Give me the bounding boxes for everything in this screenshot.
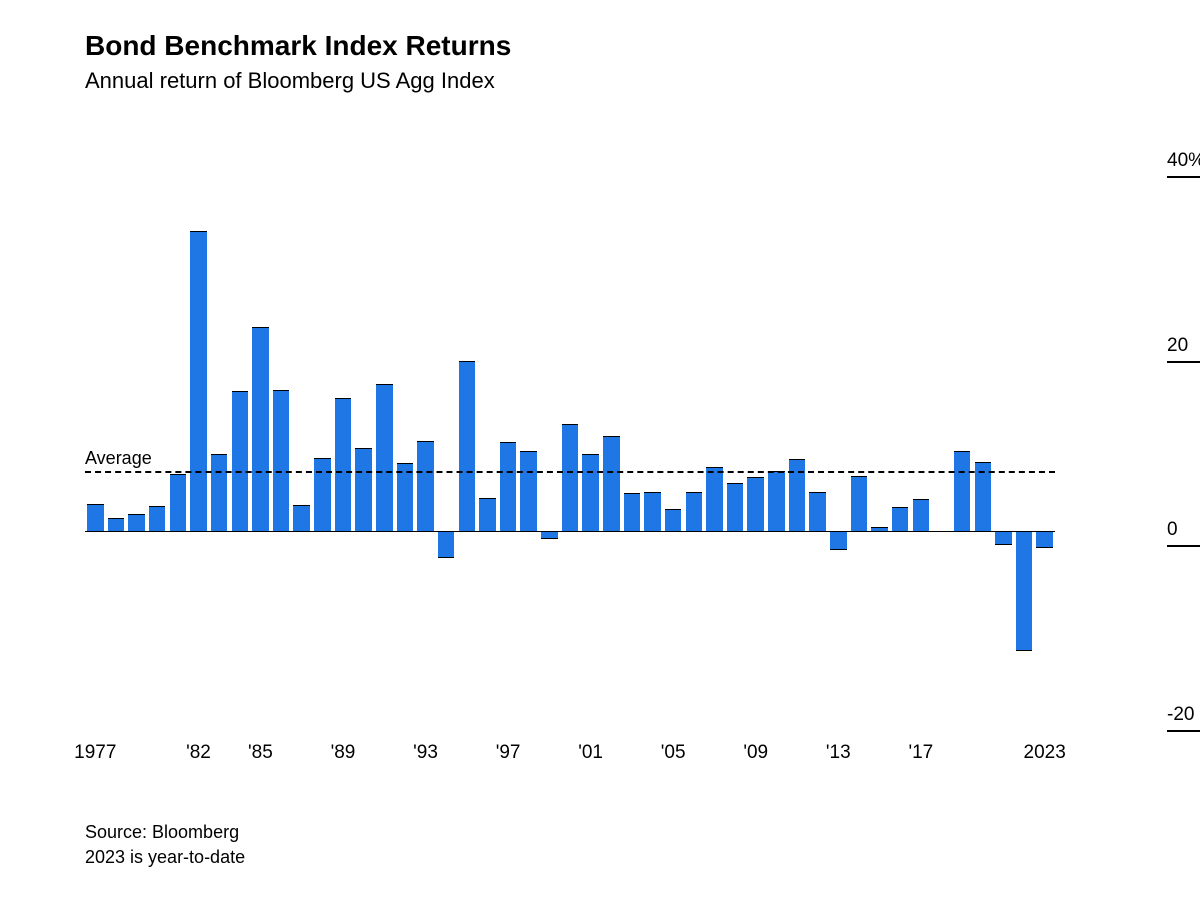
bar [1016, 531, 1033, 651]
bar [706, 467, 723, 532]
x-tick-label: '97 [496, 742, 521, 764]
x-tick-label: '82 [186, 742, 211, 764]
bar [624, 493, 641, 531]
bar [665, 509, 682, 531]
bar [562, 424, 579, 531]
bar [644, 492, 661, 532]
bar [128, 514, 145, 532]
chart-subtitle: Annual return of Bloomberg US Agg Index [85, 68, 1140, 94]
bar [954, 451, 971, 531]
y-axis-labels: 40% 20 0 -20 [1145, 144, 1200, 734]
bar [438, 531, 455, 558]
bar [170, 474, 187, 531]
x-tick-label: '01 [578, 742, 603, 764]
bar [108, 518, 125, 531]
bar [479, 498, 496, 531]
y-tick-label: -20 [1167, 704, 1200, 732]
bar [520, 451, 537, 531]
bar [603, 436, 620, 531]
chart-area: Average 40%200-20 1977'82'85'89'93'97'01… [85, 144, 1135, 764]
bar [727, 483, 744, 531]
bar [582, 454, 599, 531]
bar [768, 471, 785, 531]
bar [355, 448, 372, 531]
bar [747, 477, 764, 531]
bar [211, 454, 228, 531]
bars-container [85, 144, 1055, 734]
bar [1036, 531, 1053, 548]
zero-line [85, 531, 1055, 532]
bar [335, 398, 352, 532]
bar [190, 231, 207, 532]
average-label: Average [85, 448, 152, 471]
bar [149, 506, 166, 531]
plot-area: Average [85, 144, 1055, 734]
bar [809, 492, 826, 531]
x-tick-label: '13 [826, 742, 851, 764]
bar [314, 458, 331, 531]
note-text: 2023 is year-to-date [85, 845, 245, 870]
x-tick-label: 2023 [1024, 742, 1066, 764]
y-tick-label: 0 [1167, 519, 1200, 547]
bar [252, 327, 269, 531]
bar [273, 390, 290, 531]
x-tick-label: '85 [248, 742, 273, 764]
chart-footnotes: Source: Bloomberg 2023 is year-to-date [85, 820, 245, 870]
y-tick-label: 20 [1167, 335, 1200, 363]
bar [417, 441, 434, 531]
source-text: Source: Bloomberg [85, 820, 245, 845]
x-axis-labels: 1977'82'85'89'93'97'01'05'09'13'172023 [85, 742, 1055, 772]
x-tick-label: 1977 [74, 742, 116, 764]
x-tick-label: '05 [661, 742, 686, 764]
bar [851, 476, 868, 531]
bar [830, 531, 847, 549]
bar [789, 459, 806, 531]
x-tick-label: '09 [743, 742, 768, 764]
bar [995, 531, 1012, 545]
bar [913, 499, 930, 531]
bar [541, 531, 558, 538]
chart-title: Bond Benchmark Index Returns [85, 30, 1140, 62]
x-tick-label: '89 [331, 742, 356, 764]
bar [376, 384, 393, 532]
y-tick-label: 40% [1167, 150, 1200, 178]
bar [500, 442, 517, 531]
x-tick-label: '17 [908, 742, 933, 764]
average-line [85, 471, 1055, 473]
bar [293, 505, 310, 531]
bar [459, 361, 476, 532]
x-tick-label: '93 [413, 742, 438, 764]
bar [87, 504, 104, 532]
bar [686, 492, 703, 532]
bar [232, 391, 249, 531]
bar [892, 507, 909, 531]
